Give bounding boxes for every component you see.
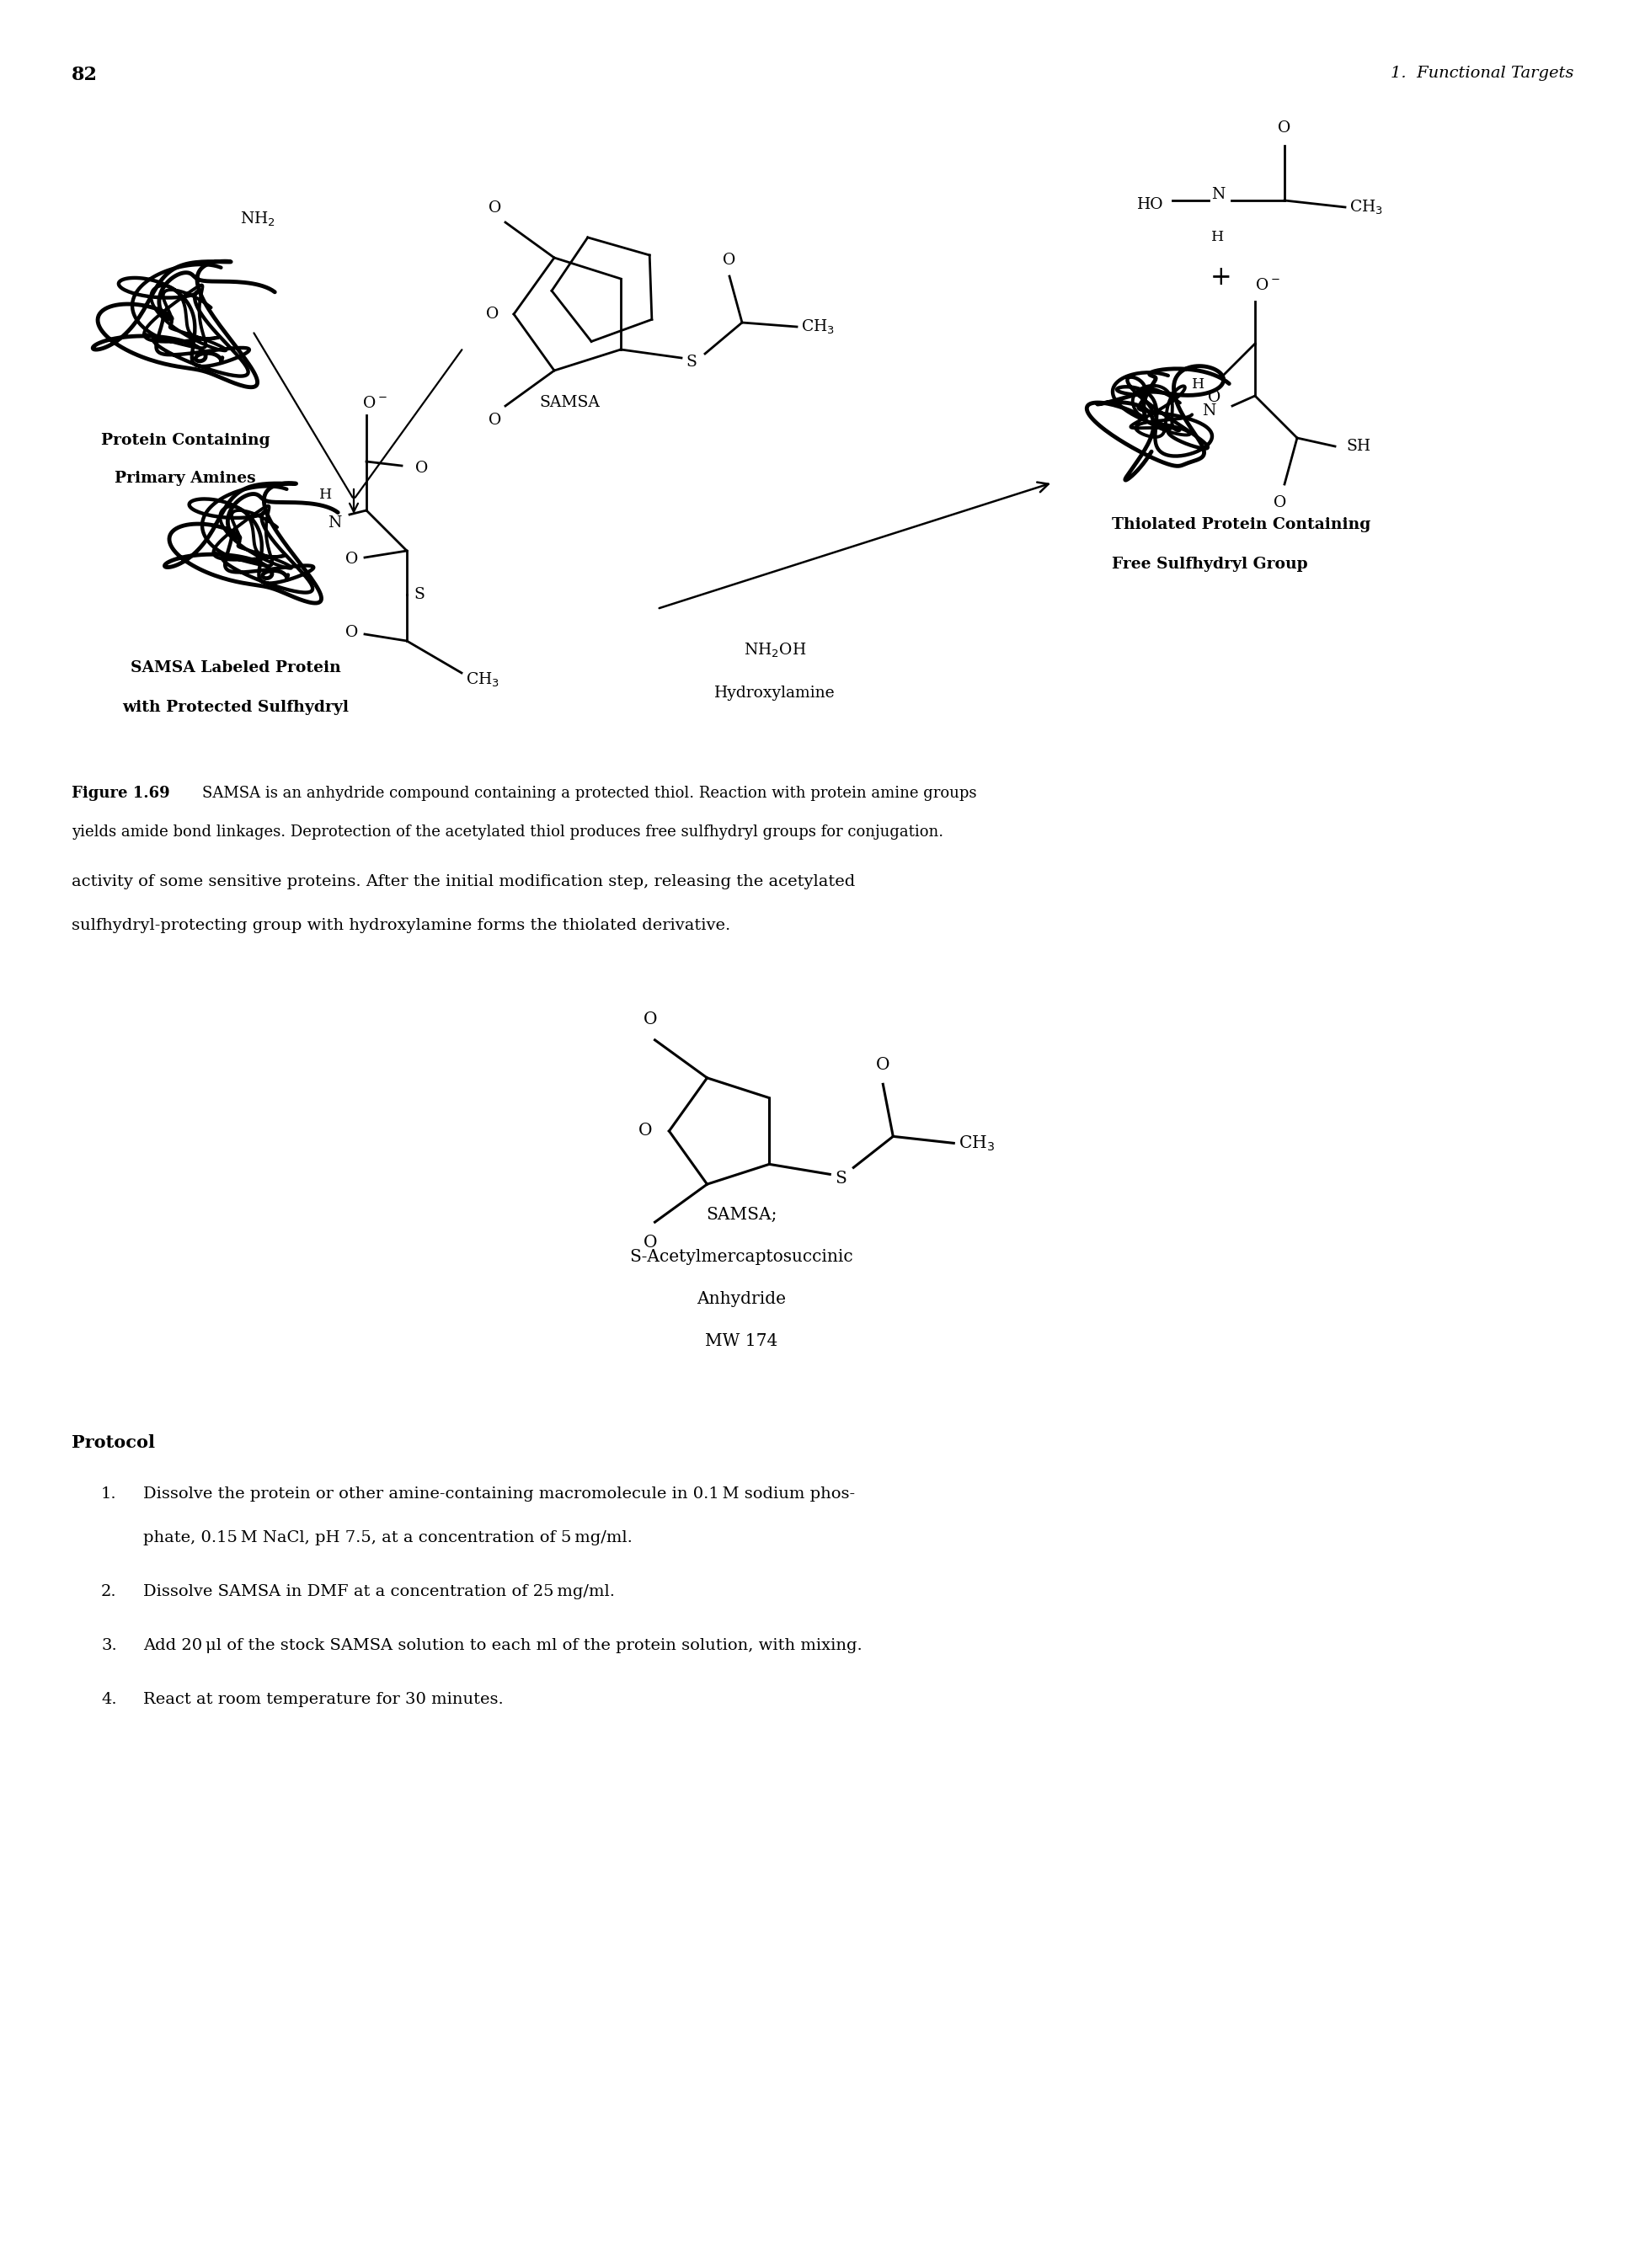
Text: O: O [643, 1234, 658, 1250]
Text: Anhydride: Anhydride [696, 1290, 786, 1306]
Text: N: N [1201, 404, 1216, 420]
Text: O: O [415, 460, 428, 476]
Text: N: N [327, 515, 341, 531]
Text: Primary Amines: Primary Amines [115, 472, 257, 485]
Text: Free Sulfhydryl Group: Free Sulfhydryl Group [1112, 556, 1308, 572]
Text: O: O [724, 252, 735, 268]
Text: O$^-$: O$^-$ [362, 397, 387, 411]
Text: yields amide bond linkages. Deprotection of the acetylated thiol produces free s: yields amide bond linkages. Deprotection… [72, 826, 944, 839]
Text: O: O [877, 1057, 890, 1073]
Text: with Protected Sulfhydryl: with Protected Sulfhydryl [123, 701, 349, 714]
Text: CH$_3$: CH$_3$ [959, 1134, 995, 1152]
Text: N: N [1211, 186, 1226, 202]
Text: H: H [1191, 376, 1204, 392]
Text: H: H [319, 488, 332, 501]
Text: 4.: 4. [100, 1692, 117, 1708]
Text: 2.: 2. [100, 1583, 117, 1599]
Text: CH$_3$: CH$_3$ [1349, 197, 1383, 215]
Text: CH$_3$: CH$_3$ [801, 318, 834, 336]
Text: O: O [1273, 494, 1286, 510]
Text: SAMSA is an anhydride compound containing a protected thiol. Reaction with prote: SAMSA is an anhydride compound containin… [202, 785, 977, 801]
Text: MW 174: MW 174 [706, 1334, 778, 1349]
Text: O: O [643, 1012, 658, 1027]
Text: Add 20 μl of the stock SAMSA solution to each ml of the protein solution, with m: Add 20 μl of the stock SAMSA solution to… [143, 1637, 862, 1653]
Text: SH: SH [1346, 438, 1370, 454]
Text: S: S [836, 1170, 847, 1186]
Text: SAMSA;: SAMSA; [706, 1207, 776, 1222]
Text: O: O [489, 413, 502, 429]
Text: S: S [413, 587, 424, 603]
Text: 3.: 3. [100, 1637, 117, 1653]
Text: O: O [1207, 390, 1221, 406]
Text: 1.: 1. [100, 1486, 117, 1501]
Text: 1.  Functional Targets: 1. Functional Targets [1390, 66, 1573, 82]
Text: CH$_3$: CH$_3$ [466, 671, 500, 689]
Text: sulfhydryl-protecting group with hydroxylamine forms the thiolated derivative.: sulfhydryl-protecting group with hydroxy… [72, 919, 730, 932]
Text: +: + [1211, 265, 1232, 290]
Text: phate, 0.15 M NaCl, pH 7.5, at a concentration of 5 mg/ml.: phate, 0.15 M NaCl, pH 7.5, at a concent… [143, 1531, 632, 1545]
Text: Hydroxylamine: Hydroxylamine [714, 685, 836, 701]
Text: SAMSA Labeled Protein: SAMSA Labeled Protein [130, 660, 341, 676]
Text: Figure 1.69: Figure 1.69 [72, 785, 169, 801]
Text: O: O [345, 626, 359, 640]
Text: HO: HO [1137, 197, 1163, 213]
Text: React at room temperature for 30 minutes.: React at room temperature for 30 minutes… [143, 1692, 503, 1708]
Text: Dissolve the protein or other amine-containing macromolecule in 0.1 M sodium pho: Dissolve the protein or other amine-cont… [143, 1486, 855, 1501]
Text: Thiolated Protein Containing: Thiolated Protein Containing [1112, 517, 1370, 533]
Text: O: O [345, 551, 359, 567]
Text: NH$_2$OH: NH$_2$OH [744, 642, 806, 660]
Text: Dissolve SAMSA in DMF at a concentration of 25 mg/ml.: Dissolve SAMSA in DMF at a concentration… [143, 1583, 615, 1599]
Text: O: O [638, 1123, 653, 1139]
Text: O: O [485, 306, 498, 322]
Text: Protein Containing: Protein Containing [100, 433, 270, 449]
Text: NH$_2$: NH$_2$ [240, 211, 275, 229]
Text: SAMSA: SAMSA [540, 395, 600, 411]
Text: S-Acetylmercaptosuccinic: S-Acetylmercaptosuccinic [630, 1250, 854, 1266]
Text: Protocol: Protocol [72, 1433, 155, 1452]
Text: O$^-$: O$^-$ [1255, 279, 1280, 293]
Text: O: O [1278, 120, 1291, 136]
Text: activity of some sensitive proteins. After the initial modification step, releas: activity of some sensitive proteins. Aft… [72, 873, 855, 889]
Text: O: O [489, 200, 502, 215]
Text: S: S [686, 354, 696, 370]
Text: 82: 82 [72, 66, 97, 84]
Text: H: H [1211, 229, 1224, 245]
